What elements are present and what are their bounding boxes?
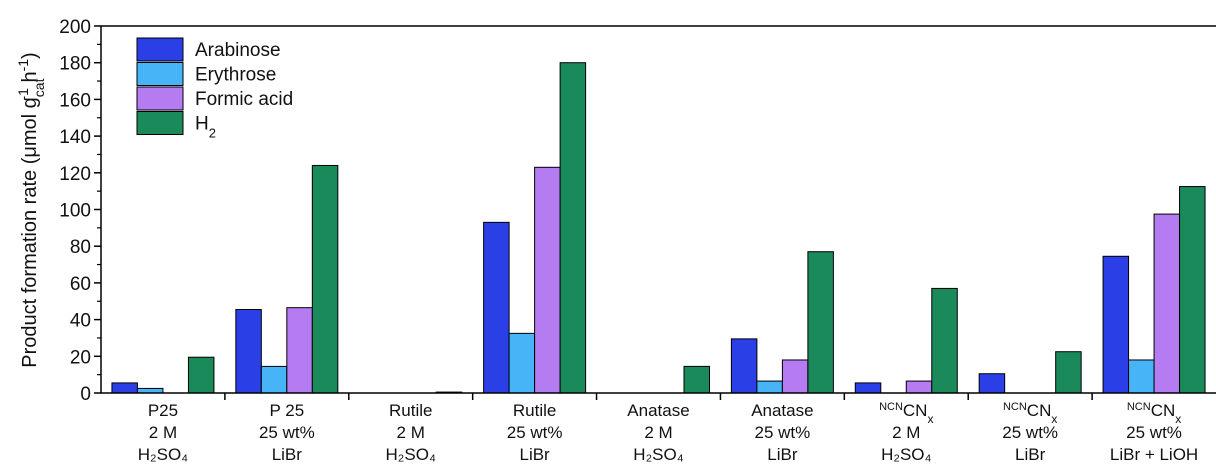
bar-h-6 — [931, 287, 958, 394]
bar-h-8 — [1179, 186, 1206, 394]
y-tick-label: 0 — [80, 384, 91, 405]
y-tick-label: 20 — [70, 347, 91, 368]
category-line1: NCNCNx — [879, 401, 933, 426]
y-tick-label: 60 — [70, 274, 91, 295]
category-line1: P25 — [148, 401, 178, 420]
legend-swatch — [136, 37, 184, 62]
category-sub: x — [1051, 412, 1057, 426]
legend-swatch — [136, 111, 184, 135]
category-line1: NCNCNx — [1127, 401, 1181, 426]
bar-arabinose-7 — [978, 373, 1006, 394]
bar-erythrose-8 — [1128, 359, 1155, 394]
category-line2: 25 wt% — [1002, 423, 1058, 442]
y-tick-label: 160 — [59, 90, 91, 111]
axes-layer: 0 20 40 60 80 100 120 140 160 180 200 P25 2 M H₂SO₄ P … — [59, 17, 1216, 464]
legend-label: Arabinose — [195, 40, 281, 61]
bar-formic-acid-1 — [286, 307, 313, 394]
category-sub: x — [927, 412, 933, 426]
bar-erythrose-1 — [260, 365, 288, 394]
category-line3: H₂SO₄ — [138, 445, 188, 464]
y-tick-label: 40 — [70, 311, 91, 332]
category-main: CN — [903, 401, 928, 420]
legend-swatch — [136, 62, 184, 86]
bar-h-4 — [683, 365, 710, 394]
category-line2: 25 wt% — [755, 423, 811, 442]
category-label-2: Rutile 2 M H₂SO₄ — [386, 401, 436, 464]
category-prefix: NCN — [879, 401, 903, 413]
bar-formic-acid-6 — [905, 380, 933, 394]
legend: Arabinose Erythrose Formic acid H2 — [136, 37, 293, 141]
bar-h-1 — [311, 164, 339, 394]
category-line3: H₂SO₄ — [633, 445, 683, 464]
bar-arabinose-3 — [483, 221, 510, 394]
bar-arabinose-0 — [111, 382, 138, 394]
category-label-0: P25 2 M H₂SO₄ — [138, 401, 188, 464]
category-line1: Anatase — [751, 401, 813, 420]
category-line3: H₂SO₄ — [386, 445, 436, 464]
category-line2: 25 wt% — [259, 423, 315, 442]
category-line2: 2 M — [892, 423, 920, 442]
y-tick-label: 200 — [59, 17, 91, 38]
category-line1: Anatase — [627, 401, 689, 420]
bar-arabinose-1 — [235, 309, 262, 394]
bar-h-5 — [807, 251, 834, 394]
category-label-5: Anatase 25 wt% LiBr — [751, 401, 813, 464]
bar-h-3 — [559, 62, 587, 394]
legend-label: H2 — [195, 114, 216, 141]
category-label-1: P 25 25 wt% LiBr — [259, 401, 315, 464]
category-line2: 25 wt% — [1126, 423, 1182, 442]
legend-item-3: H2 — [136, 111, 216, 141]
legend-label: Erythrose — [195, 65, 276, 86]
category-main: CN — [1151, 401, 1176, 420]
category-line3: LiBr — [1015, 445, 1046, 464]
bar-h-7 — [1055, 351, 1082, 394]
y-tick-label: 180 — [59, 54, 91, 75]
bar-h-0 — [187, 356, 215, 394]
category-line2: 2 M — [644, 423, 672, 442]
legend-item-2: Formic acid — [136, 86, 293, 111]
legend-item-0: Arabinose — [136, 37, 281, 62]
category-line1: P 25 — [269, 401, 304, 420]
legend-swatch — [136, 86, 184, 111]
bar-erythrose-3 — [508, 332, 536, 394]
category-line1: NCNCNx — [1003, 401, 1057, 426]
category-line2: 25 wt% — [507, 423, 563, 442]
category-prefix: NCN — [1127, 401, 1151, 413]
bar-formic-acid-8 — [1153, 213, 1181, 394]
bar-arabinose-8 — [1102, 255, 1130, 394]
bar-formic-acid-5 — [781, 359, 809, 394]
bar-arabinose-5 — [730, 338, 758, 394]
category-line3: H₂SO₄ — [881, 445, 931, 464]
y-axis-title: Product formation rate (μmol gcat-1 h-1) — [15, 52, 47, 367]
legend-item-1: Erythrose — [136, 62, 276, 86]
category-line1: Rutile — [389, 401, 432, 420]
y-tick-label: 140 — [59, 127, 91, 148]
y-tick-label: 120 — [59, 164, 91, 185]
bar-formic-acid-3 — [534, 166, 561, 394]
category-line3: LiBr — [519, 445, 550, 464]
legend-label: Formic acid — [195, 89, 293, 110]
category-line1: Rutile — [513, 401, 556, 420]
bars-layer — [111, 62, 1206, 394]
category-prefix: NCN — [1003, 401, 1027, 413]
category-label-3: Rutile 25 wt% LiBr — [507, 401, 563, 464]
y-tick-label: 100 — [59, 201, 91, 222]
category-line2: 2 M — [397, 423, 425, 442]
bar-arabinose-6 — [854, 382, 882, 394]
category-line3: LiBr — [767, 445, 798, 464]
category-line2: 2 M — [149, 423, 177, 442]
category-sub: x — [1175, 412, 1181, 426]
category-label-4: Anatase 2 M H₂SO₄ — [627, 401, 689, 464]
category-line3: LiBr + LiOH — [1110, 445, 1198, 464]
bar-erythrose-5 — [756, 380, 783, 394]
y-tick-label: 80 — [70, 237, 91, 258]
category-line3: LiBr — [272, 445, 303, 464]
category-main: CN — [1027, 401, 1052, 420]
